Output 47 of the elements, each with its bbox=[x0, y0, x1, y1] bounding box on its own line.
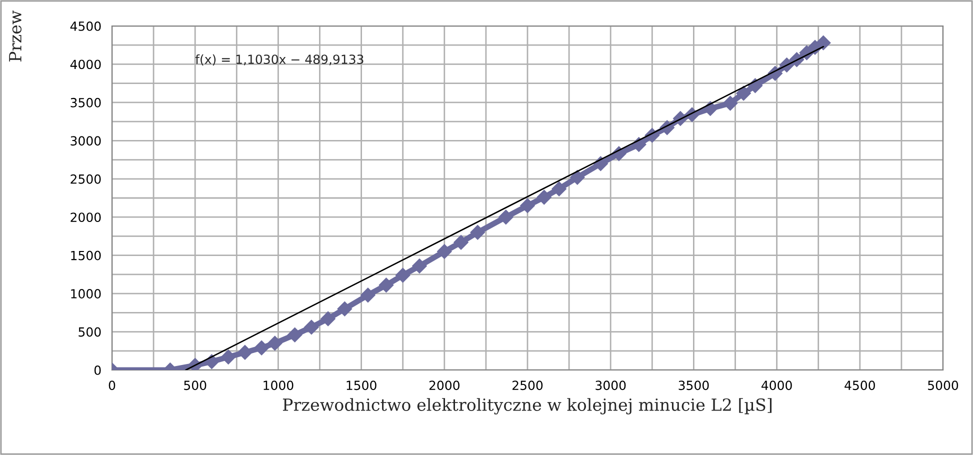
x-tick-label: 3000 bbox=[596, 380, 626, 390]
point bbox=[220, 350, 236, 364]
x-tick-label: 2000 bbox=[429, 380, 460, 390]
y-axis-title: Przew bbox=[9, 10, 22, 62]
y-tick-label: 2500 bbox=[70, 174, 101, 184]
point bbox=[287, 327, 302, 342]
point bbox=[320, 311, 336, 326]
x-tick-label: 4500 bbox=[844, 380, 875, 390]
point bbox=[238, 345, 252, 360]
x-tick-label: 5000 bbox=[928, 380, 958, 390]
point bbox=[552, 181, 566, 196]
x-tick-label: 2500 bbox=[512, 380, 543, 390]
point bbox=[736, 86, 751, 101]
point bbox=[395, 268, 410, 283]
point bbox=[304, 320, 319, 335]
point bbox=[498, 210, 514, 225]
point bbox=[412, 258, 427, 274]
point bbox=[470, 225, 486, 240]
x-tick-label: 1000 bbox=[264, 380, 294, 390]
y-tick-label: 3500 bbox=[70, 98, 101, 108]
x-axis-title: Przewodnictwo elektrolityczne w kolejnej minucie L2 [µS] bbox=[282, 398, 772, 414]
point bbox=[267, 336, 282, 351]
x-tick-label: 1500 bbox=[346, 380, 376, 390]
point bbox=[722, 96, 738, 111]
point bbox=[570, 170, 585, 185]
point bbox=[816, 35, 831, 50]
y-tick-label: 4000 bbox=[70, 60, 101, 70]
point bbox=[254, 340, 269, 356]
annotation: f(x) = 1,1030x − 489,9133 bbox=[195, 54, 364, 66]
point bbox=[520, 198, 535, 214]
x-tick-label: 500 bbox=[184, 380, 206, 390]
y-tick-label: 2000 bbox=[70, 212, 101, 222]
point bbox=[437, 244, 452, 259]
y-tick-label: 4500 bbox=[70, 21, 101, 31]
point bbox=[360, 288, 376, 302]
y-tick-label: 3000 bbox=[70, 136, 101, 146]
y-tick-label: 1500 bbox=[71, 250, 101, 260]
x-tick-label: 3500 bbox=[678, 380, 709, 390]
point bbox=[378, 278, 394, 293]
x-tick-label: 4000 bbox=[762, 380, 792, 390]
point bbox=[454, 234, 468, 250]
point bbox=[536, 190, 552, 205]
y-tick-label: 0 bbox=[94, 365, 101, 375]
x-tick-label: 0 bbox=[108, 380, 116, 390]
y-tick-label: 500 bbox=[78, 327, 101, 337]
y-tick-label: 1000 bbox=[71, 289, 101, 298]
point bbox=[337, 301, 352, 316]
